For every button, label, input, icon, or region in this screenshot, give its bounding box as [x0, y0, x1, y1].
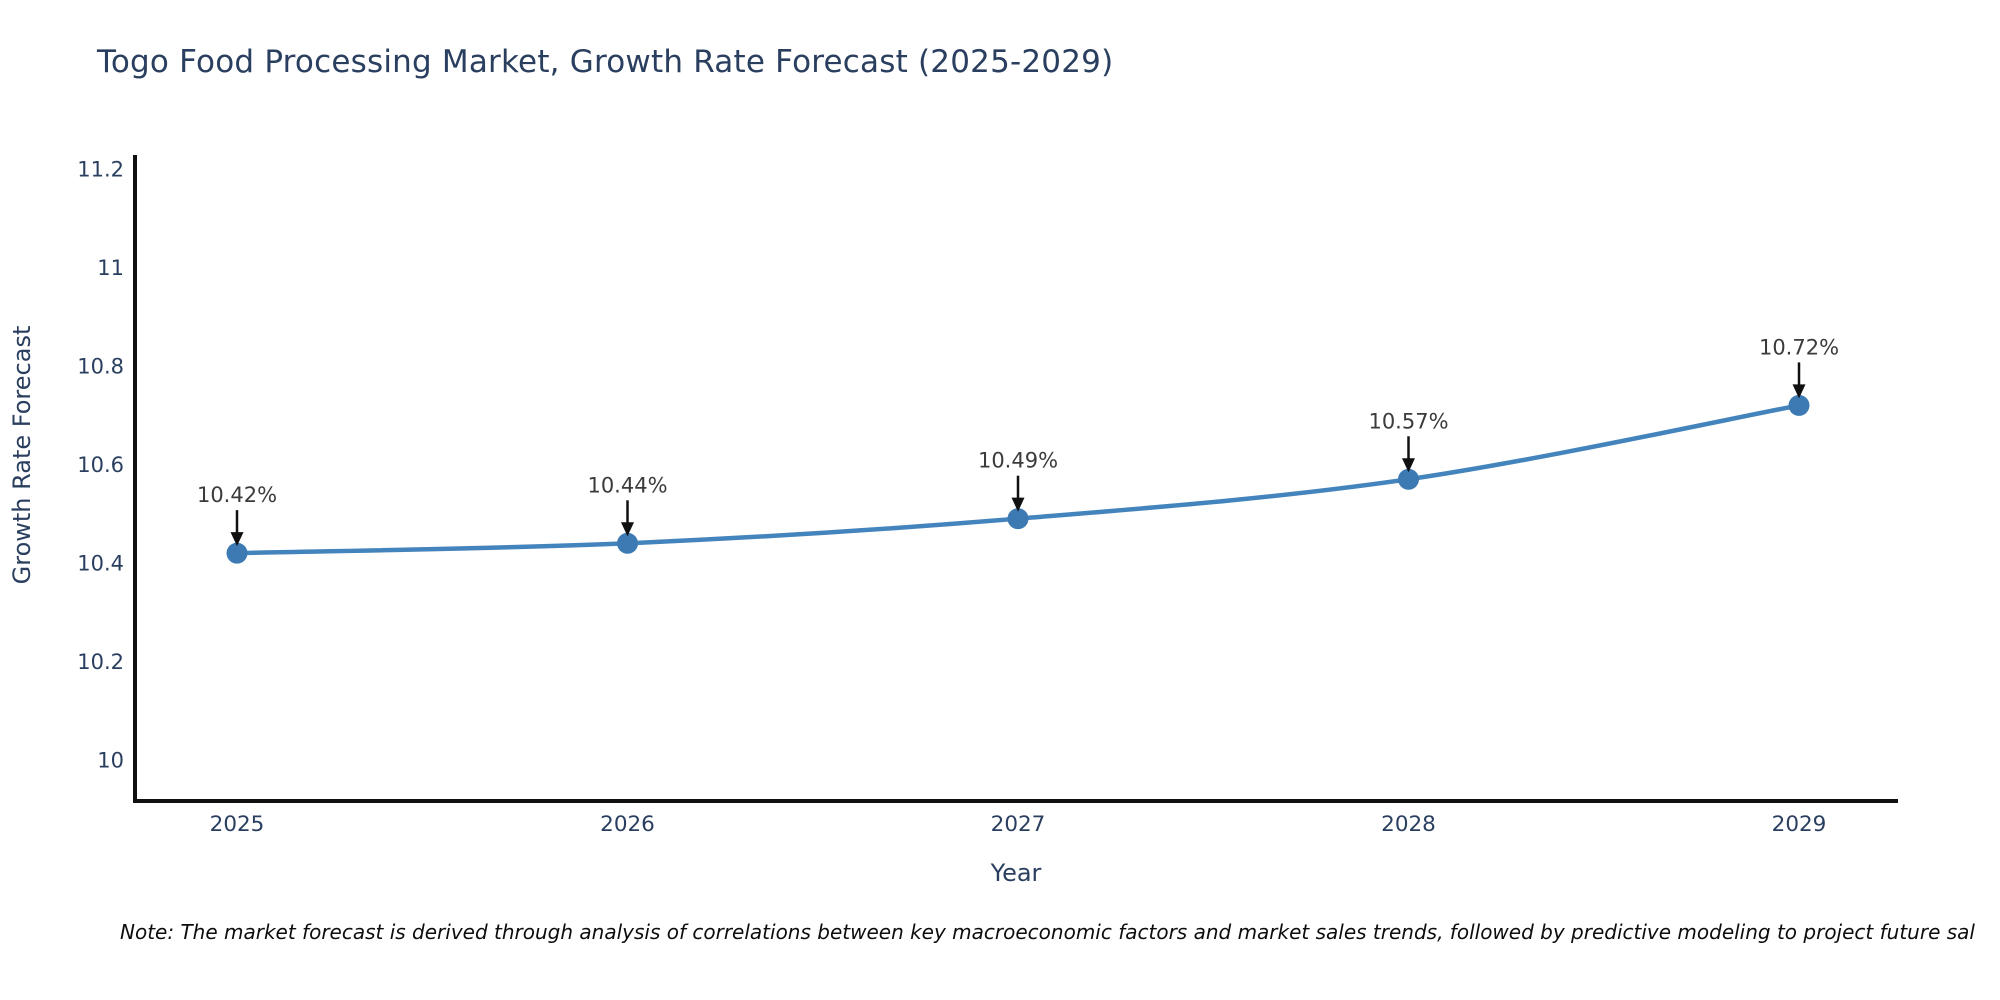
annotation-arrowhead-icon: [1011, 497, 1025, 512]
y-tick-label: 11.2: [77, 158, 124, 182]
x-tick-labels: 2025 2026 2027 2028 2029: [210, 812, 1827, 837]
chart-title: Togo Food Processing Market, Growth Rate…: [97, 44, 1114, 80]
x-axis-title: Year: [990, 859, 1042, 887]
point-value-label: 10.42%: [197, 483, 277, 507]
plot-area[interactable]: 10.42% 10.44% 10.49% 10.57% 10.72% 11.2 11 10.…: [0, 0, 2000, 900]
y-tick-label: 10.8: [77, 355, 124, 379]
x-tick-label: 2025: [210, 812, 265, 837]
y-tick-labels: 11.2 11 10.8 10.6 10.4 10.2 10: [77, 158, 124, 773]
annotations: 10.42% 10.44% 10.49% 10.57% 10.72%: [197, 335, 1839, 547]
annotation-arrowhead-icon: [621, 522, 634, 537]
point-value-label: 10.57%: [1368, 409, 1448, 433]
axis-lines: [133, 155, 1898, 803]
data-point[interactable]: [617, 532, 638, 554]
y-tick-label: 10.4: [77, 552, 124, 576]
data-point[interactable]: [226, 542, 248, 564]
annotation-arrowhead-icon: [1402, 458, 1415, 473]
annotation-arrowhead-icon: [1792, 384, 1806, 399]
y-tick-label: 10: [97, 749, 124, 773]
data-points: [226, 394, 1810, 564]
annotation-arrowhead-icon: [230, 532, 244, 547]
point-value-label: 10.44%: [587, 473, 667, 497]
data-point[interactable]: [1398, 468, 1419, 490]
y-tick-label: 10.6: [77, 453, 124, 477]
x-tick-label: 2026: [600, 812, 655, 837]
footnote: Note: The market forecast is derived thr…: [120, 920, 1975, 944]
x-tick-label: 2028: [1381, 812, 1436, 837]
point-value-label: 10.72%: [1759, 335, 1839, 359]
x-tick-label: 2029: [1772, 812, 1827, 837]
point-value-label: 10.49%: [978, 449, 1058, 473]
data-point[interactable]: [1007, 508, 1029, 530]
data-point[interactable]: [1788, 394, 1810, 416]
y-axis-title: Growth Rate Forecast: [8, 326, 36, 585]
x-tick-label: 2027: [991, 812, 1046, 837]
y-tick-label: 11: [97, 256, 124, 280]
y-tick-label: 10.2: [77, 650, 124, 674]
